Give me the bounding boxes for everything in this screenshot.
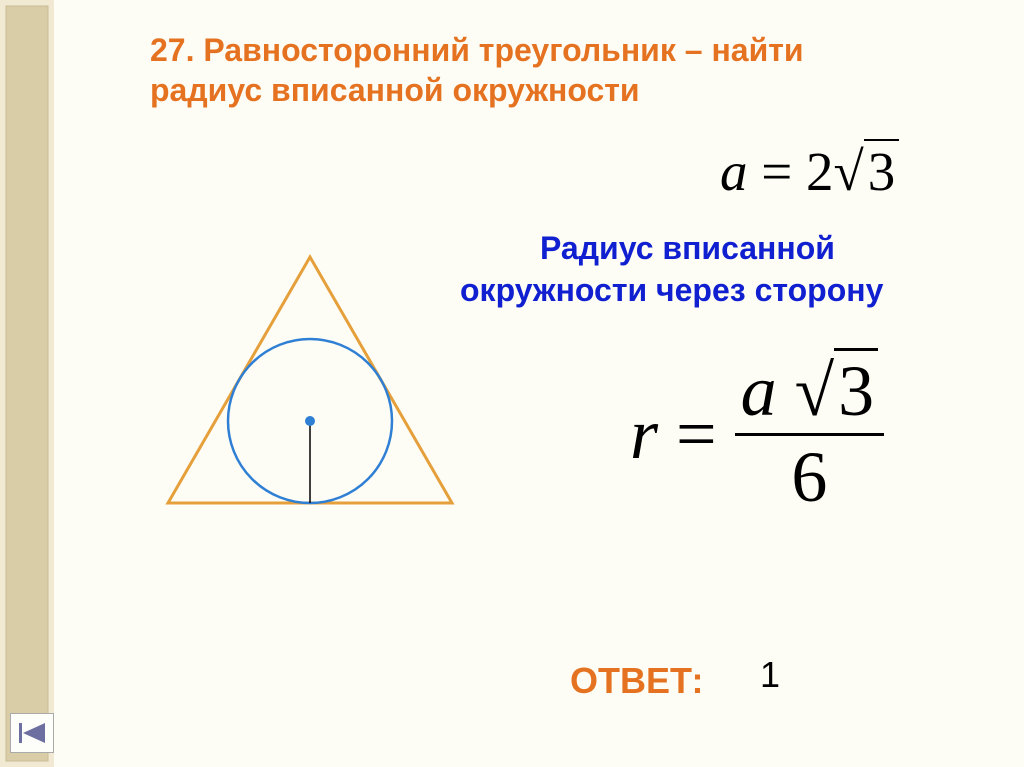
title-line-2: радиус вписанной окружности <box>150 72 640 109</box>
sqrt-symbol-1: √ <box>834 141 864 202</box>
slide-page: 27. Равносторонний треугольник – найти р… <box>0 0 1024 767</box>
triangle-incircle-diagram <box>150 245 470 545</box>
back-button[interactable] <box>10 713 54 753</box>
sqrt-symbol-2: √ <box>795 351 835 431</box>
back-arrow-icon <box>19 721 45 745</box>
inradius-formula: r = a √3 6 <box>630 350 884 519</box>
subtitle-line-1: Радиус вписанной <box>540 230 835 267</box>
var-r: r <box>630 394 658 474</box>
diagram-svg <box>150 245 470 545</box>
eq-sign: = <box>658 394 735 474</box>
sqrt-val-2: 3 <box>834 348 878 431</box>
title-line-1: 27. Равносторонний треугольник – найти <box>150 32 804 69</box>
eq-2: = 2 <box>748 141 834 202</box>
center-dot <box>305 416 315 426</box>
answer-label: ОТВЕТ: <box>570 660 704 702</box>
denominator: 6 <box>735 436 885 519</box>
given-formula: a = 2 √3 <box>720 140 899 203</box>
left-border-svg <box>0 0 54 767</box>
subtitle-line-2: окружности через сторону <box>460 272 883 309</box>
var-a: a <box>720 141 748 202</box>
sqrt-val-1: 3 <box>864 139 900 202</box>
num-a: a <box>741 351 777 431</box>
answer-value: 1 <box>760 654 780 696</box>
left-border <box>0 0 54 767</box>
